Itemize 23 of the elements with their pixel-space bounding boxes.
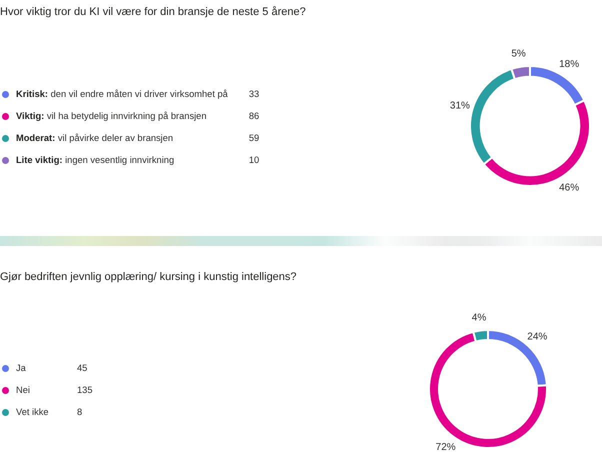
data-label: 72% bbox=[436, 442, 456, 453]
text: 135 bbox=[77, 385, 93, 395]
legend-label: Viktig: vil ha betydelig innvirkning på bransjen bbox=[16, 111, 208, 121]
text: 8 bbox=[77, 407, 84, 417]
legend-label: Moderat: vil påvirke deler av bransjen bbox=[16, 133, 174, 143]
legend-label: Lite viktig: ingen vesentlig innvirkning bbox=[16, 155, 176, 165]
data-label: 4% bbox=[472, 312, 486, 324]
legend-label: Ja bbox=[16, 363, 27, 373]
legend-label: Vet ikke bbox=[16, 407, 50, 417]
text: 10 bbox=[248, 155, 260, 165]
legend-label: Kritisk: den vil endre måten vi driver virksomhet på bbox=[16, 89, 228, 99]
text: 33 bbox=[248, 89, 260, 99]
data-label: 18% bbox=[559, 59, 580, 70]
text: 59 bbox=[248, 133, 260, 143]
data-label: 5% bbox=[511, 48, 526, 60]
chart-title: Hvor viktig tror du KI vil være for din bransje de neste 5 årene? bbox=[0, 5, 306, 19]
chart-title: Gjør bedriften jevnlig opplæring/ kursing i kunstig intelligens? bbox=[0, 270, 297, 284]
legend-label: Nei bbox=[16, 385, 31, 395]
data-label: 31% bbox=[450, 100, 470, 112]
data-label: 46% bbox=[559, 182, 580, 194]
text: 86 bbox=[248, 111, 260, 121]
data-label: 24% bbox=[527, 331, 548, 342]
text: 45 bbox=[77, 363, 88, 373]
